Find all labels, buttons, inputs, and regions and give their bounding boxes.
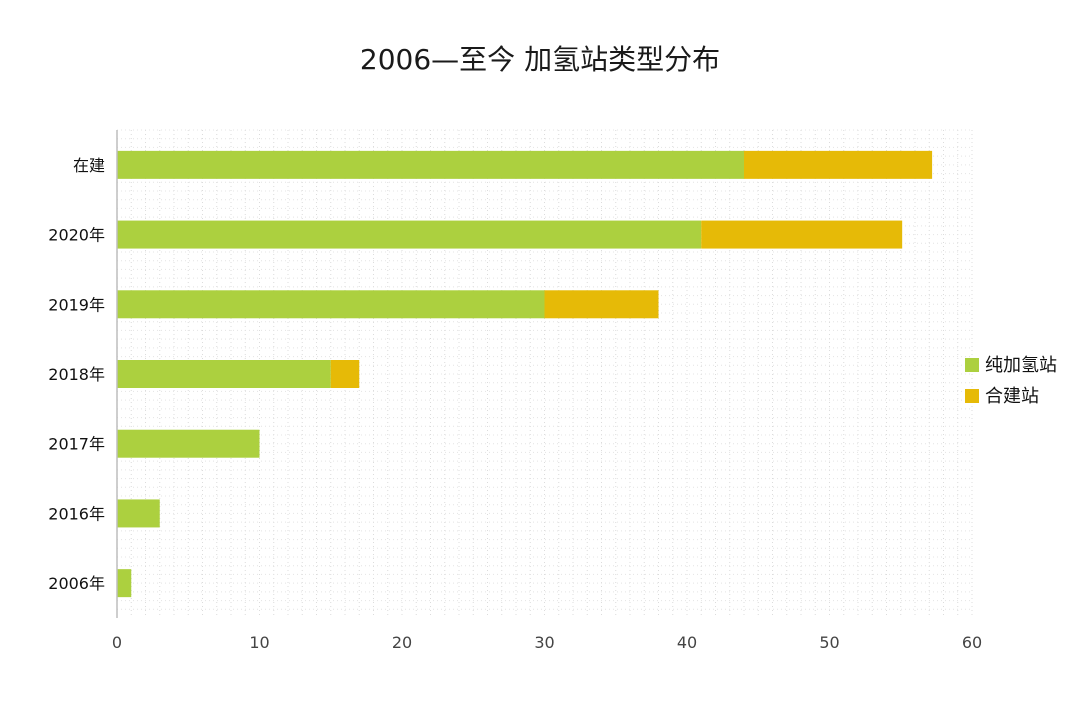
- category-label: 2017年: [48, 435, 105, 454]
- bar-pure-hydrogen-0: [117, 150, 744, 179]
- x-tick-label: 40: [677, 633, 697, 652]
- legend-label: 纯加氢站: [985, 355, 1057, 376]
- bars: [117, 150, 933, 598]
- bar-pure-hydrogen-3: [117, 360, 331, 388]
- x-tick-label: 20: [392, 633, 412, 652]
- x-tick-label: 60: [962, 633, 982, 652]
- legend-swatch: [965, 389, 979, 403]
- category-label: 2019年: [48, 295, 105, 314]
- category-label: 2016年: [48, 504, 105, 523]
- bar-pure-hydrogen-2: [117, 290, 545, 319]
- bar-combined-1: [701, 220, 903, 249]
- x-tick-label: 10: [249, 633, 269, 652]
- category-label: 2020年: [48, 226, 105, 245]
- x-tick-label: 30: [534, 633, 554, 652]
- bar-combined-3: [330, 360, 360, 388]
- bar-combined-0: [744, 150, 933, 179]
- bar-pure-hydrogen-6: [117, 569, 132, 598]
- category-label: 2018年: [48, 365, 105, 384]
- axes: 在建 2020年 2019年 2018年 2017年 2016年 2006年 0 10 20 30 4…: [48, 130, 982, 652]
- bar-pure-hydrogen-4: [117, 429, 260, 458]
- chart-title: 2006—至今 加氢站类型分布: [359, 43, 721, 76]
- legend-swatch: [965, 358, 979, 372]
- bar-combined-2: [544, 290, 659, 319]
- bar-pure-hydrogen-1: [117, 220, 702, 249]
- category-label: 2006年: [48, 574, 105, 593]
- bar-pure-hydrogen-5: [117, 499, 160, 528]
- legend-label: 合建站: [985, 386, 1039, 407]
- x-tick-label: 50: [819, 633, 839, 652]
- category-label: 在建: [73, 156, 105, 175]
- x-tick-label: 0: [112, 633, 122, 652]
